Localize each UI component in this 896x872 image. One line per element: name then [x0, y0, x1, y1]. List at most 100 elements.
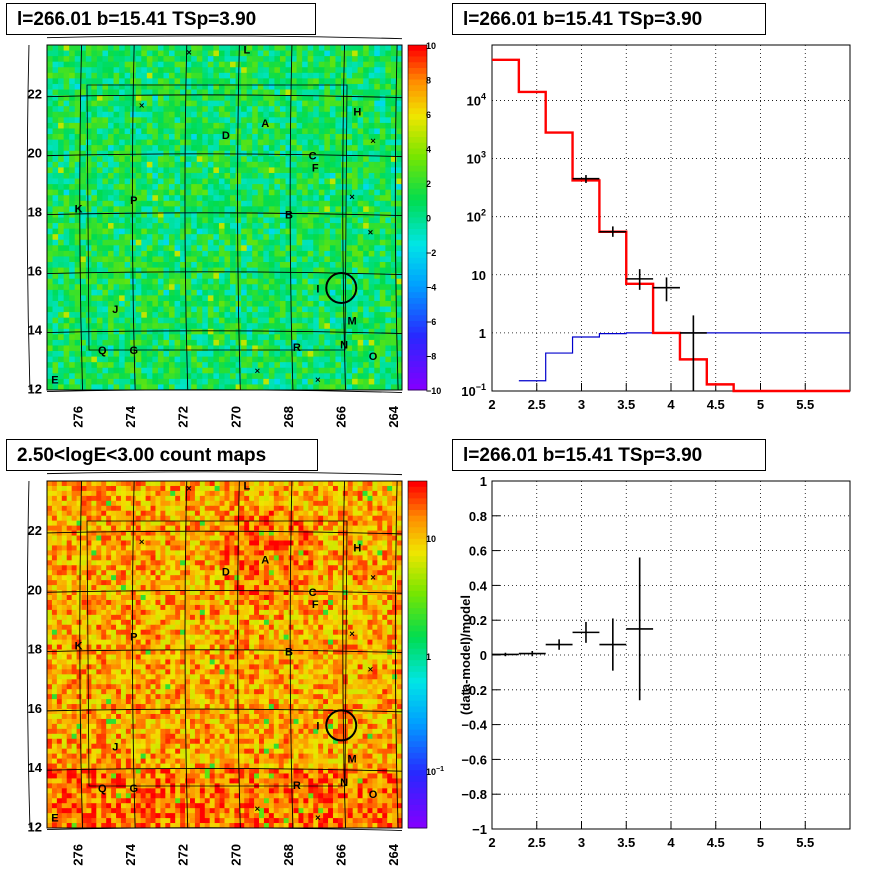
- map-grid-lon: [131, 44, 136, 391]
- source-cross-marker: [368, 666, 373, 672]
- x-tick-label: 3: [578, 835, 585, 850]
- map-grid-lat: [46, 94, 403, 99]
- source-cross-marker: [349, 194, 355, 200]
- map-grid-lon: [237, 44, 241, 391]
- y-tick-label: 14: [28, 760, 43, 775]
- colorbar-tick-label: −8: [426, 352, 436, 362]
- map-grid-lon: [79, 44, 84, 391]
- y-tick-label: 18: [28, 642, 42, 657]
- map-grid-lon: [131, 480, 136, 829]
- source-label-j: J: [112, 741, 118, 753]
- colorbar-tick-label: 0: [426, 214, 431, 224]
- y-tick-label: 22: [28, 87, 42, 102]
- y-tick-label: 102: [467, 208, 486, 225]
- source-label-q: Q: [98, 345, 107, 357]
- x-tick-label: 266: [334, 406, 349, 428]
- y-tick-label: 12: [28, 820, 42, 835]
- y-tick-label: −0.4: [461, 718, 487, 733]
- colorbar-frame: [407, 44, 428, 391]
- colorbar-tick-label: 1: [426, 652, 431, 662]
- source-cross-marker: [315, 377, 321, 383]
- roi-outline: [86, 520, 348, 787]
- y-tick-label: 0.2: [469, 613, 487, 628]
- map-grid-lat: [46, 212, 403, 217]
- x-tick-label: 2: [488, 397, 495, 412]
- source-label-m: M: [347, 316, 356, 328]
- source-cross-marker: [368, 229, 373, 235]
- source-cross-marker: [186, 486, 192, 491]
- x-tick-label: 270: [228, 406, 243, 428]
- map-grid-lon: [289, 480, 294, 829]
- source-cross-marker: [255, 806, 260, 812]
- source-cross-marker: [255, 368, 260, 374]
- source-label-o: O: [369, 789, 378, 801]
- x-tick-label: 2.5: [528, 397, 546, 412]
- x-tick-label: 268: [281, 406, 296, 428]
- map-grid-lat: [46, 389, 403, 393]
- source-label-i: I: [316, 721, 319, 733]
- x-tick-label: 5: [757, 397, 764, 412]
- map-grid-lat: [46, 271, 403, 276]
- colorbar-tick-label: 8: [426, 76, 431, 86]
- source-label-c: C: [309, 151, 317, 163]
- x-tick-label: 268: [281, 844, 296, 866]
- y-tick-label: 104: [467, 91, 486, 108]
- y-tick-label: 0.6: [469, 544, 487, 559]
- x-tick-label: 2.5: [528, 835, 546, 850]
- map-grid-lon: [26, 44, 31, 391]
- source-label-j: J: [112, 304, 118, 316]
- colorbar-tick-label: 2: [426, 179, 431, 189]
- y-tick-label: 16: [28, 701, 42, 716]
- source-label-h: H: [353, 543, 361, 555]
- colorbar-tick-label: −2: [426, 248, 436, 258]
- source-cross-marker: [315, 815, 321, 820]
- map-grid-lat: [46, 330, 403, 335]
- x-tick-label: 2: [488, 835, 495, 850]
- y-tick-label: −0.6: [461, 752, 487, 767]
- map-grid-lon: [184, 480, 189, 829]
- map-grid-lon: [79, 480, 84, 829]
- map-grid-lat: [46, 471, 403, 476]
- x-tick-label: 276: [71, 406, 86, 428]
- map-grid-lon: [394, 480, 399, 829]
- map-grid-lat: [46, 649, 403, 654]
- colorbar-tick-label: −4: [426, 283, 436, 293]
- source-label-n: N: [340, 777, 348, 789]
- ratio-step-line: [518, 332, 850, 382]
- source-label-m: M: [347, 753, 356, 765]
- source-label-f: F: [312, 162, 319, 174]
- source-cross-marker: [139, 103, 145, 108]
- colorbar-tick-label: 10−1: [426, 766, 444, 777]
- y-axis-label: (data-model)/model: [458, 595, 473, 715]
- y-tick-label: 16: [28, 264, 42, 279]
- map-grid-lat: [46, 827, 403, 831]
- x-tick-label: 266: [334, 844, 349, 866]
- source-label-a: A: [261, 118, 269, 130]
- y-tick-label: 0.8: [469, 509, 487, 524]
- y-tick-label: 0.4: [469, 578, 488, 593]
- map-grid-lon: [237, 480, 241, 829]
- y-tick-label: −0.2: [461, 683, 487, 698]
- map-grid-lon: [289, 44, 294, 391]
- colorbar-tick-label: 10: [426, 41, 436, 51]
- x-tick-label: 3.5: [617, 835, 635, 850]
- x-tick-label: 4.5: [707, 397, 725, 412]
- source-label-n: N: [340, 339, 348, 351]
- map-grid-lon: [342, 44, 346, 391]
- x-tick-label: 264: [386, 843, 401, 865]
- roi-outline: [86, 84, 348, 351]
- map-panel-2: L H A D CF K P B I J M Q G R N O E: [26, 471, 428, 831]
- y-tick-label: −0.8: [461, 787, 487, 802]
- source-cross-marker: [370, 138, 376, 144]
- source-label-b: B: [285, 647, 293, 659]
- colorbar-tick-label: 4: [426, 145, 431, 155]
- colorbar-tick-label: 10: [426, 534, 436, 544]
- map-panel-0: L H A D CF K P B I J M Q G R N O E: [26, 35, 428, 393]
- y-tick-label: 12: [28, 382, 42, 397]
- panel-title-bottom-left: 2.50<logE<3.00 count maps: [6, 439, 318, 471]
- y-tick-label: 0: [480, 648, 487, 663]
- x-tick-label: 270: [228, 844, 243, 866]
- y-tick-label: 1: [480, 474, 487, 489]
- x-tick-label: 274: [123, 405, 138, 427]
